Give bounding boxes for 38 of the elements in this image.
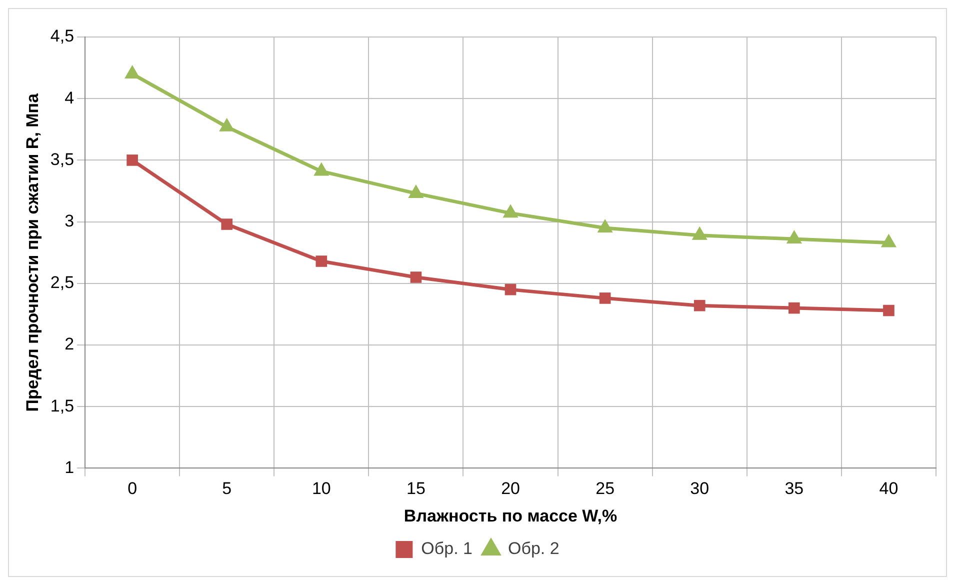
x-tick-label: 15 xyxy=(406,479,426,498)
y-tick-label: 3,5 xyxy=(50,150,74,169)
x-tick-label: 30 xyxy=(690,479,710,498)
point xyxy=(410,272,422,283)
point xyxy=(219,118,235,132)
y-tick-label: 4 xyxy=(64,88,74,108)
y-axis-title: Предел прочности при сжатии R, Мпа xyxy=(22,92,42,412)
y-tick-label: 4,5 xyxy=(50,26,74,46)
x-tick-label: 35 xyxy=(784,479,804,498)
x-tick-label: 0 xyxy=(128,479,138,498)
y-tick-label: 3 xyxy=(64,211,74,230)
y-tick-label: 2 xyxy=(64,334,74,354)
legend-label: Обр. 2 xyxy=(508,539,560,558)
x-tick-label: 25 xyxy=(596,479,615,498)
x-tick-label: 40 xyxy=(879,479,898,498)
point xyxy=(316,256,328,267)
x-tick-label: 20 xyxy=(501,479,520,498)
point xyxy=(786,230,802,244)
x-tick-label: 10 xyxy=(312,479,331,498)
point xyxy=(694,300,706,312)
point xyxy=(221,218,233,230)
y-tick-label: 1 xyxy=(64,458,74,477)
point xyxy=(883,304,894,316)
point xyxy=(880,234,897,248)
point xyxy=(599,292,611,304)
x-tick-label: 5 xyxy=(222,479,232,498)
point xyxy=(408,184,424,198)
point xyxy=(504,284,516,296)
point xyxy=(124,64,140,78)
x-axis-title: Влажность по массе W,% xyxy=(404,506,618,526)
y-tick-label: 1,5 xyxy=(50,396,74,416)
point xyxy=(597,218,613,232)
legend-label: Обр. 1 xyxy=(421,539,473,558)
point xyxy=(788,302,800,314)
point xyxy=(502,204,518,218)
point xyxy=(692,226,708,240)
y-tick-label: 2,5 xyxy=(50,273,74,292)
point xyxy=(314,162,330,176)
